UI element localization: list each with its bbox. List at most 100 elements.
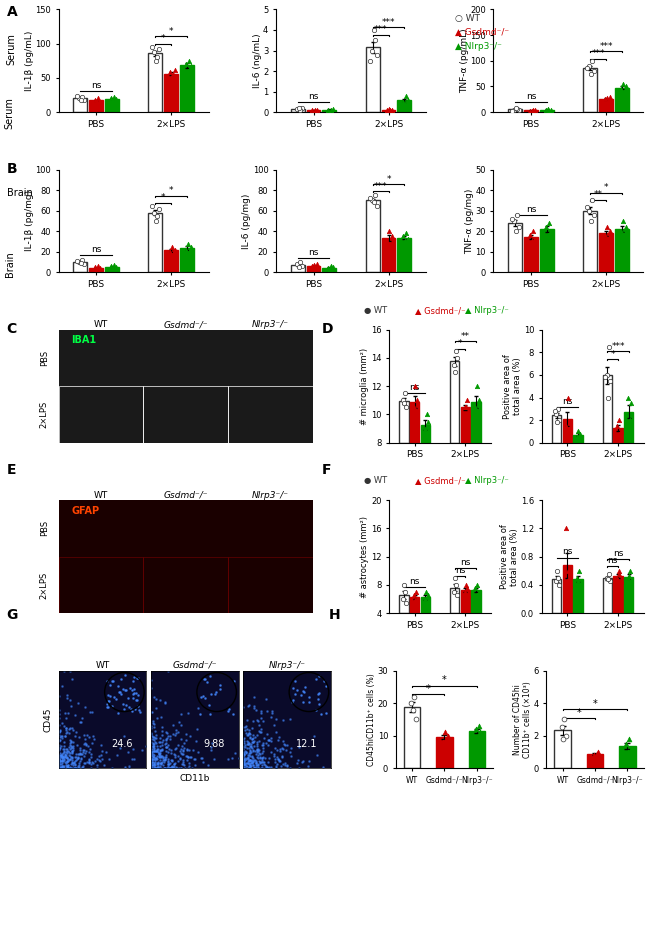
Point bbox=[240, 744, 251, 759]
Bar bbox=[105, 99, 119, 112]
Point bbox=[168, 67, 178, 82]
Point bbox=[154, 749, 164, 764]
Point bbox=[241, 721, 252, 736]
Point bbox=[249, 739, 259, 754]
Point bbox=[462, 393, 472, 408]
Point bbox=[178, 747, 188, 762]
Point bbox=[58, 744, 69, 759]
Point bbox=[300, 680, 311, 695]
Text: Brain: Brain bbox=[6, 188, 32, 199]
Point bbox=[68, 740, 78, 755]
Point bbox=[254, 754, 264, 769]
Point bbox=[127, 690, 138, 706]
Bar bbox=[603, 578, 612, 613]
Text: 12.1: 12.1 bbox=[296, 739, 317, 749]
Point bbox=[259, 757, 270, 772]
Point bbox=[620, 219, 630, 235]
Point bbox=[449, 584, 460, 599]
Point bbox=[53, 758, 64, 773]
Point bbox=[192, 722, 202, 737]
Bar bbox=[89, 101, 103, 112]
Point bbox=[601, 570, 612, 585]
Point bbox=[56, 729, 66, 744]
Point bbox=[171, 740, 181, 755]
Point bbox=[238, 760, 248, 775]
Point bbox=[255, 725, 265, 740]
Point bbox=[369, 195, 379, 210]
Point bbox=[147, 198, 157, 213]
Point bbox=[238, 746, 248, 761]
Point bbox=[565, 414, 575, 430]
Point bbox=[257, 757, 267, 772]
Point bbox=[54, 734, 64, 749]
Point bbox=[170, 741, 181, 756]
Point bbox=[278, 733, 288, 748]
Point bbox=[62, 758, 73, 773]
Point bbox=[161, 739, 172, 755]
Point bbox=[227, 751, 238, 766]
Point bbox=[150, 720, 160, 735]
Point bbox=[245, 746, 255, 761]
Point bbox=[239, 755, 250, 770]
Point bbox=[75, 747, 86, 762]
Point bbox=[263, 751, 274, 766]
Point bbox=[162, 760, 173, 775]
Point bbox=[70, 754, 81, 769]
Point bbox=[173, 749, 183, 764]
Point bbox=[57, 750, 68, 765]
Point bbox=[274, 754, 285, 769]
Point bbox=[70, 756, 81, 771]
Point bbox=[107, 92, 118, 107]
Point bbox=[586, 66, 596, 81]
Point bbox=[163, 751, 174, 766]
Point bbox=[155, 739, 165, 754]
Point bbox=[94, 748, 104, 763]
Point bbox=[251, 703, 261, 718]
Bar bbox=[599, 234, 613, 272]
Point bbox=[244, 740, 254, 755]
Point bbox=[56, 760, 66, 775]
Point bbox=[246, 758, 256, 773]
Bar bbox=[404, 707, 421, 768]
Point bbox=[285, 712, 295, 727]
Text: Gsdmd⁻/⁻: Gsdmd⁻/⁻ bbox=[163, 320, 208, 330]
Point bbox=[244, 725, 254, 740]
Bar bbox=[410, 402, 419, 443]
Point bbox=[96, 747, 106, 762]
Point bbox=[101, 744, 111, 759]
Point bbox=[99, 757, 109, 772]
Point bbox=[422, 588, 433, 603]
Point bbox=[271, 758, 281, 773]
Point bbox=[161, 744, 172, 759]
Point bbox=[149, 205, 159, 220]
Point bbox=[119, 702, 129, 717]
Point bbox=[316, 706, 326, 722]
Point bbox=[90, 754, 101, 769]
Bar bbox=[461, 407, 470, 443]
Point bbox=[70, 757, 80, 772]
Point bbox=[146, 756, 156, 771]
Point bbox=[53, 723, 64, 739]
Point bbox=[258, 740, 268, 755]
Point bbox=[473, 393, 484, 408]
Point bbox=[185, 750, 196, 765]
Point bbox=[384, 223, 395, 238]
Point bbox=[104, 752, 114, 767]
Point bbox=[56, 754, 66, 769]
Point bbox=[244, 758, 255, 773]
Point bbox=[159, 760, 170, 775]
Text: 24.6: 24.6 bbox=[111, 739, 133, 749]
Point bbox=[151, 744, 161, 759]
Point bbox=[62, 754, 72, 769]
Point bbox=[280, 738, 290, 753]
Point bbox=[410, 593, 421, 608]
Point bbox=[62, 688, 72, 703]
Point bbox=[178, 742, 188, 757]
Point bbox=[530, 232, 540, 247]
Point bbox=[240, 758, 251, 773]
Y-axis label: # astrocytes (mm²): # astrocytes (mm²) bbox=[361, 515, 369, 597]
Point bbox=[260, 750, 270, 765]
Point bbox=[90, 92, 100, 107]
Point bbox=[325, 262, 335, 277]
Bar bbox=[583, 68, 597, 112]
